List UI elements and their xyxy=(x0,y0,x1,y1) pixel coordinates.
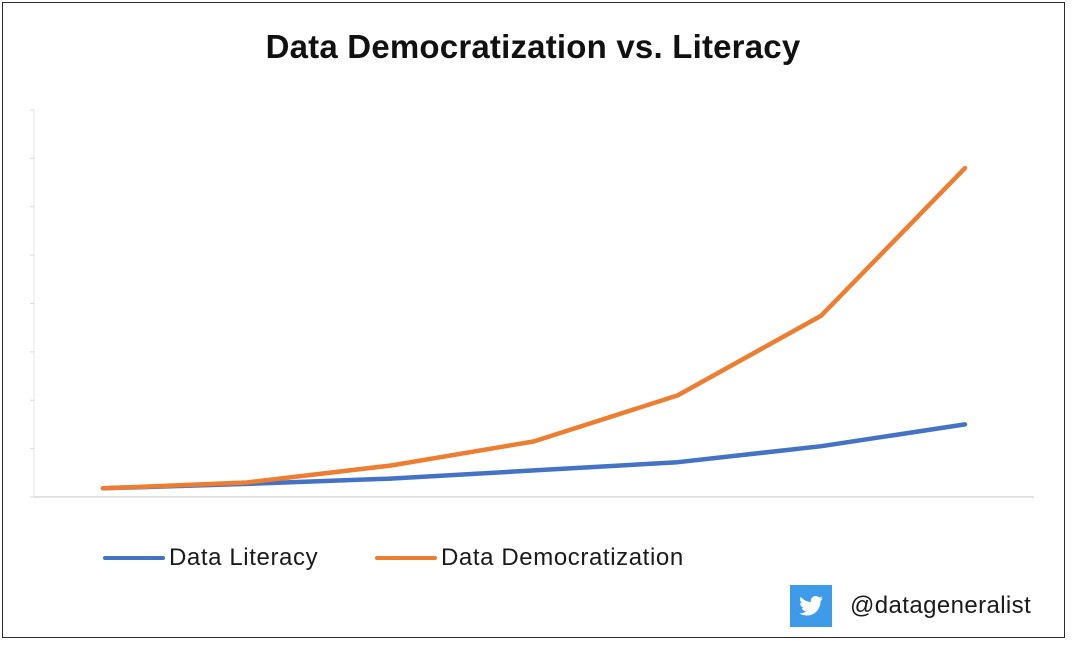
legend-item-data-literacy: Data Literacy xyxy=(103,542,318,574)
chart-title: Data Democratization vs. Literacy xyxy=(265,28,801,65)
legend-label-data-democratization: Data Democratization xyxy=(441,544,684,571)
legend-item-data-democratization: Data Democratization xyxy=(375,542,684,574)
legend-swatch-data-democratization xyxy=(375,556,437,560)
line-chart xyxy=(30,109,1034,498)
attribution: @datageneralist xyxy=(790,585,1031,627)
chart-frame xyxy=(2,2,1065,638)
series-line-data-literacy xyxy=(100,422,968,491)
chart-legend: Data Literacy Data Democratization xyxy=(0,542,1080,574)
twitter-handle: @datageneralist xyxy=(850,592,1032,619)
twitter-icon xyxy=(790,585,832,627)
legend-label-data-literacy: Data Literacy xyxy=(169,544,319,571)
legend-swatch-data-literacy xyxy=(103,556,165,560)
series-line-data-democratization xyxy=(100,165,968,491)
